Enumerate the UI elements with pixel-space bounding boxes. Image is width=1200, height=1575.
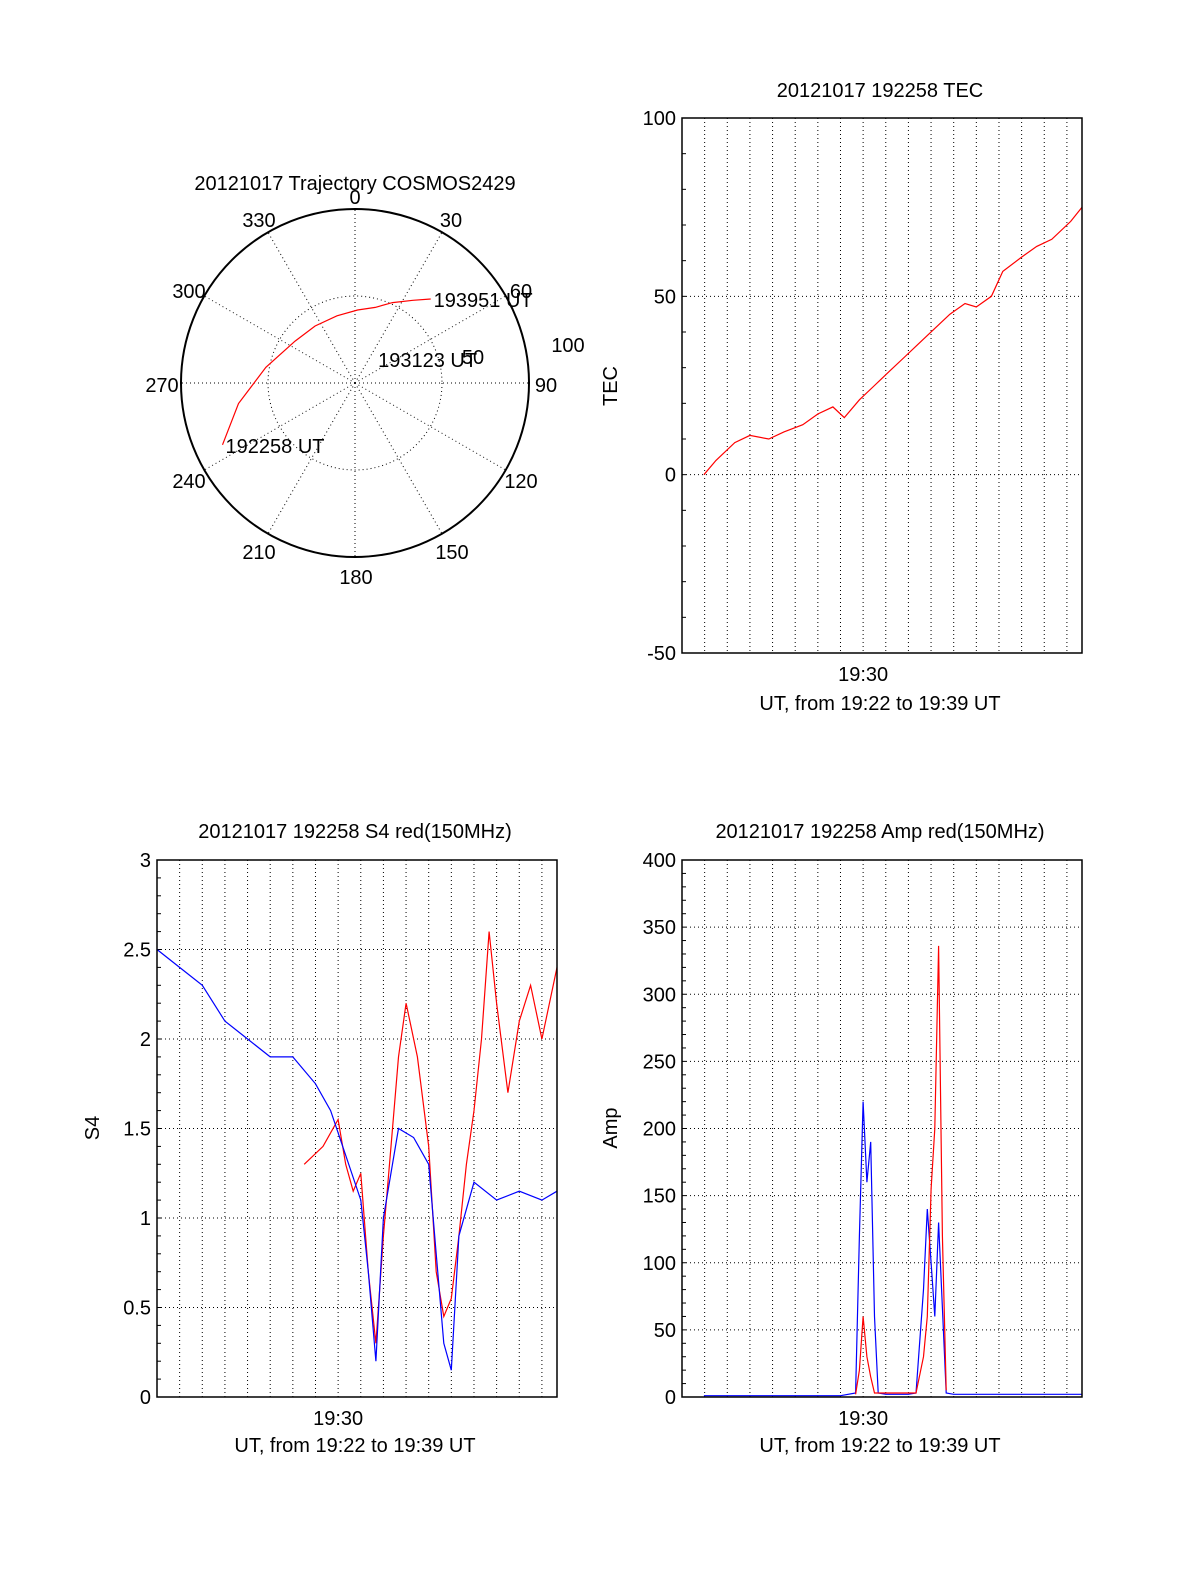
tec-series-1-line <box>703 206 1083 476</box>
tec-plot-frame <box>681 117 1083 654</box>
azimuth-label: 120 <box>504 471 537 493</box>
s4-title: 20121017 192258 S4 red(150MHz) <box>198 821 512 843</box>
azimuth-label: 240 <box>172 471 205 493</box>
amp-y-tick-label: 350 <box>643 917 676 939</box>
azimuth-label: 210 <box>242 542 275 564</box>
s4-axes: 0 0.5 1 1.5 2 2.5 3 19:30 <box>123 850 558 1430</box>
amp-axes: 0 50 100 150 200 250 300 350 400 19:30 <box>643 850 1083 1430</box>
azimuth-label: 330 <box>242 210 275 232</box>
azimuth-label: 300 <box>172 281 205 303</box>
trajectory-line <box>221 298 431 446</box>
s4-y-tick-label: 0 <box>140 1387 151 1409</box>
azimuth-label: 150 <box>435 542 468 564</box>
tec-title: 20121017 192258 TEC <box>777 80 983 102</box>
polar-spoke <box>354 382 506 471</box>
s4-y-tick-label: 3 <box>140 850 151 872</box>
amp-y-tick-label: 150 <box>643 1186 676 1208</box>
s4-plot-frame <box>156 859 558 1398</box>
tec-y-tick-label: 100 <box>643 108 676 130</box>
azimuth-label: 0 <box>349 187 360 209</box>
azimuth-label: 180 <box>339 567 372 589</box>
s4-y-tick-label: 2 <box>140 1029 151 1051</box>
amp-y-tick-label: 0 <box>665 1387 676 1409</box>
elevation-label: 50 <box>462 347 484 369</box>
amp-plot-frame <box>681 859 1083 1398</box>
amp-y-tick-label: 250 <box>643 1051 676 1073</box>
tec-x-axis-label: UT, from 19:22 to 19:39 UT <box>759 693 1000 715</box>
s4-y-tick-label: 0.5 <box>123 1298 151 1320</box>
s4-series-1-line <box>303 931 558 1344</box>
s4-y-tick-label: 2.5 <box>123 940 151 962</box>
polar-spoke <box>204 295 356 384</box>
azimuth-label: 30 <box>440 210 462 232</box>
polar-elevation-ring <box>267 295 443 471</box>
trajectory-time-annotation: 192258 UT <box>226 436 325 458</box>
amp-x-tick-label: 19:30 <box>838 1408 888 1430</box>
polar-spoke <box>267 382 356 534</box>
amp-y-tick-label: 300 <box>643 984 676 1006</box>
amp-title: 20121017 192258 Amp red(150MHz) <box>715 821 1044 843</box>
amp-panel: 20121017 192258 Amp red(150MHz) Amp UT, … <box>600 821 1083 1457</box>
s4-y-tick-label: 1.5 <box>123 1119 151 1141</box>
s4-series-2-line <box>156 949 558 1371</box>
amp-y-tick-label: 200 <box>643 1119 676 1141</box>
elevation-label: 100 <box>551 335 584 357</box>
trajectory-time-annotation: 193123 UT <box>378 350 477 372</box>
tec-y-axis-label: TEC <box>600 366 622 406</box>
tec-y-tick-label: 0 <box>665 465 676 487</box>
polar-spoke <box>354 295 506 384</box>
polar-spoke <box>354 232 443 384</box>
tec-axes: -50 0 50 100 19:30 <box>643 108 1083 686</box>
s4-y-tick-label: 1 <box>140 1208 151 1230</box>
azimuth-label: 270 <box>145 375 178 397</box>
trajectory-polar-panel: 20121017 Trajectory COSMOS2429 0 30 60 90 12… <box>145 173 584 589</box>
amp-y-tick-label: 400 <box>643 850 676 872</box>
polar-spoke <box>204 382 356 471</box>
azimuth-label: 60 <box>510 281 532 303</box>
amp-y-tick-label: 50 <box>654 1320 676 1342</box>
s4-x-axis-label: UT, from 19:22 to 19:39 UT <box>234 1435 475 1457</box>
amp-y-axis-label: Amp <box>600 1107 622 1148</box>
polar-spoke <box>354 382 443 534</box>
tec-panel: 20121017 192258 TEC TEC UT, from 19:22 t… <box>600 80 1083 715</box>
s4-x-tick-label: 19:30 <box>313 1408 363 1430</box>
tec-y-tick-label: -50 <box>647 643 676 665</box>
amp-y-tick-label: 100 <box>643 1253 676 1275</box>
azimuth-label: 90 <box>535 375 557 397</box>
s4-panel: 20121017 192258 S4 red(150MHz) S4 UT, fr… <box>82 821 558 1457</box>
s4-y-axis-label: S4 <box>82 1116 104 1140</box>
amp-x-axis-label: UT, from 19:22 to 19:39 UT <box>759 1435 1000 1457</box>
tec-y-tick-label: 50 <box>654 286 676 308</box>
trajectory-time-annotation: 193951 UT <box>434 290 533 312</box>
trajectory-title: 20121017 Trajectory COSMOS2429 <box>194 173 515 195</box>
amp-series-2-line <box>855 945 947 1395</box>
polar-outer-ring <box>180 208 530 558</box>
amp-series-1-line <box>703 1101 1082 1397</box>
tec-x-tick-label: 19:30 <box>838 664 888 686</box>
polar-plot: 0 30 60 90 120 150 180 210 240 270 300 330 50 100 1922… <box>145 187 584 589</box>
polar-spoke <box>267 232 356 384</box>
